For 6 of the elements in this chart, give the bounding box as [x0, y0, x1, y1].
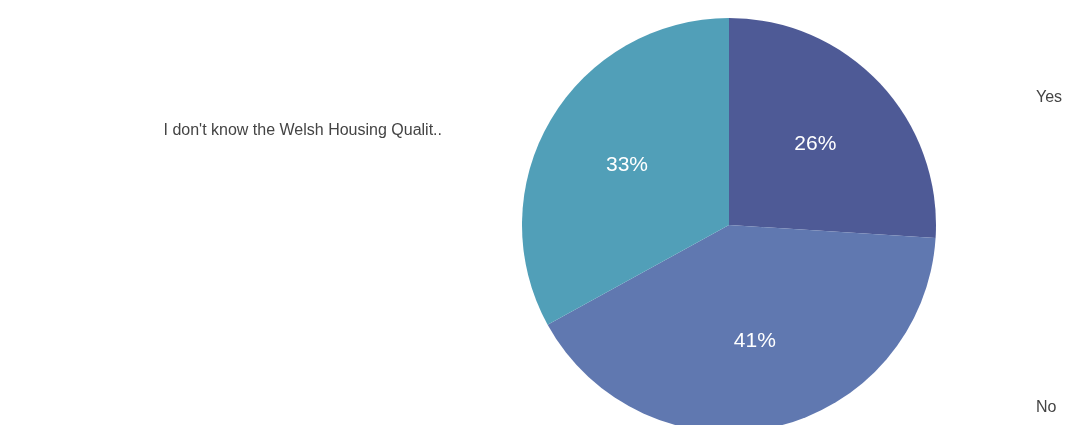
slice-label: Yes	[1036, 88, 1063, 106]
data-label: 41%	[733, 327, 776, 351]
data-label: 33%	[605, 151, 649, 175]
data-label: 26%	[794, 130, 837, 154]
slice-label: No	[1036, 397, 1057, 415]
slice-label: I don't know the Welsh Housing Qualit..	[163, 121, 442, 139]
